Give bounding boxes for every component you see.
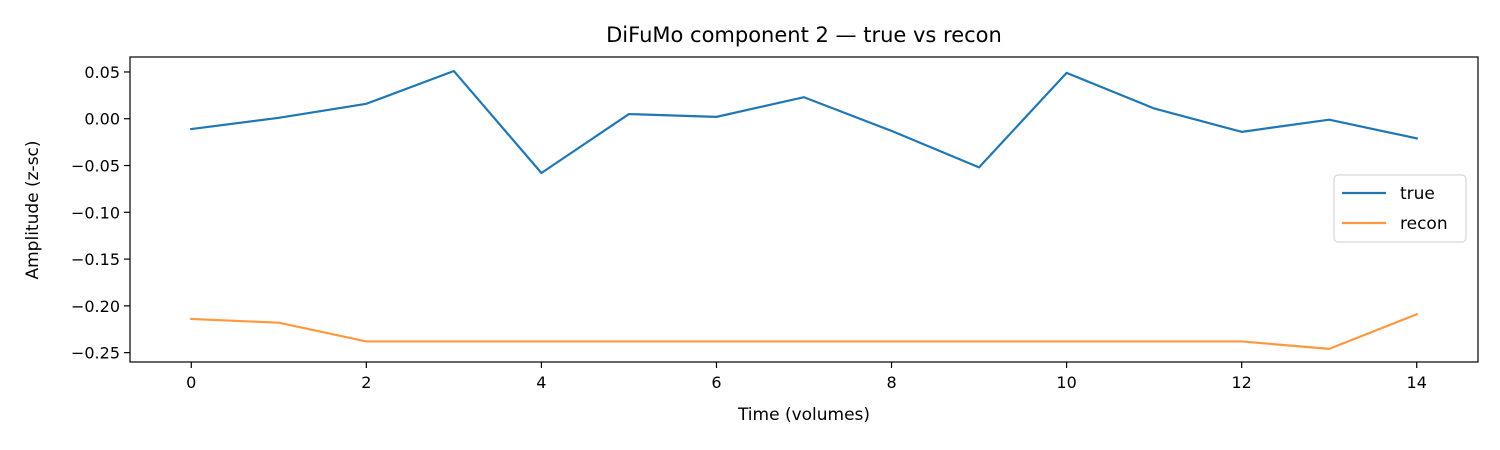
legend-label-recon: recon	[1400, 214, 1448, 234]
plot-frame	[129, 56, 1479, 363]
series-line-recon	[190, 312, 1419, 350]
x-tick-label: 12	[1231, 373, 1251, 392]
y-tick-label: −0.10	[71, 203, 120, 222]
x-tick-label: 8	[886, 373, 896, 392]
x-tick-label: 10	[1056, 373, 1076, 392]
x-axis-label: Time (volumes)	[737, 405, 870, 425]
y-tick-label: −0.25	[71, 344, 120, 363]
y-tick-label: −0.20	[71, 297, 120, 316]
y-tick-label: −0.05	[71, 157, 120, 176]
x-axis-ticks: 0 2 4 6 8 10 12 14	[186, 362, 1427, 392]
series-line-true	[190, 69, 1419, 175]
y-axis-label: Amplitude (z-sc)	[23, 140, 43, 279]
y-axis-ticks: 0.05 0.00 −0.05 −0.10 −0.15 −0.20 −0.25	[71, 63, 130, 363]
x-tick-label: 14	[1407, 373, 1427, 392]
x-tick-label: 2	[361, 373, 371, 392]
x-tick-label: 6	[711, 373, 721, 392]
y-tick-label: −0.15	[71, 250, 120, 269]
y-tick-label: 0.00	[84, 110, 120, 129]
y-tick-label: 0.05	[84, 63, 120, 82]
chart-title: DiFuMo component 2 — true vs recon	[606, 23, 1002, 47]
legend: true recon	[1333, 174, 1467, 243]
x-tick-label: 0	[186, 373, 196, 392]
series-layer	[190, 69, 1419, 350]
legend-label-true: true	[1400, 184, 1435, 204]
legend-box	[1333, 174, 1467, 243]
x-tick-label: 4	[536, 373, 546, 392]
